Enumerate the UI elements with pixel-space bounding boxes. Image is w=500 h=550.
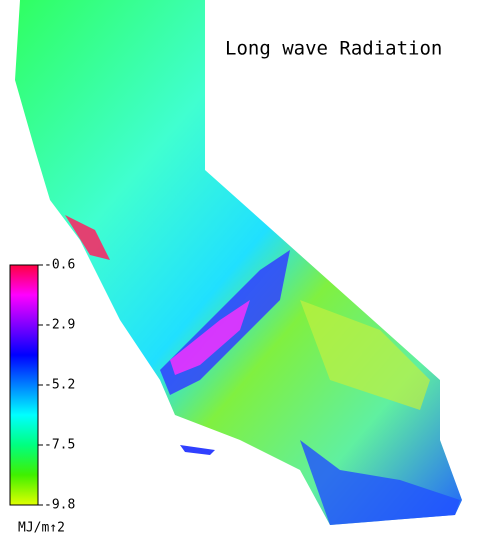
colorbar-tick-label: -5.2 bbox=[44, 378, 75, 393]
map-title: Long wave Radiation bbox=[225, 38, 442, 60]
colorbar-tick-label: -2.9 bbox=[44, 318, 75, 333]
state-shape bbox=[15, 0, 462, 525]
colorbar bbox=[9, 264, 39, 506]
colorbar-tick-label: -7.5 bbox=[44, 438, 75, 453]
colorbar-tick-label: -9.8 bbox=[44, 498, 75, 513]
colorbar-tick-label: -0.6 bbox=[44, 258, 75, 273]
colorbar-unit: MJ/m↑2 bbox=[18, 521, 65, 536]
